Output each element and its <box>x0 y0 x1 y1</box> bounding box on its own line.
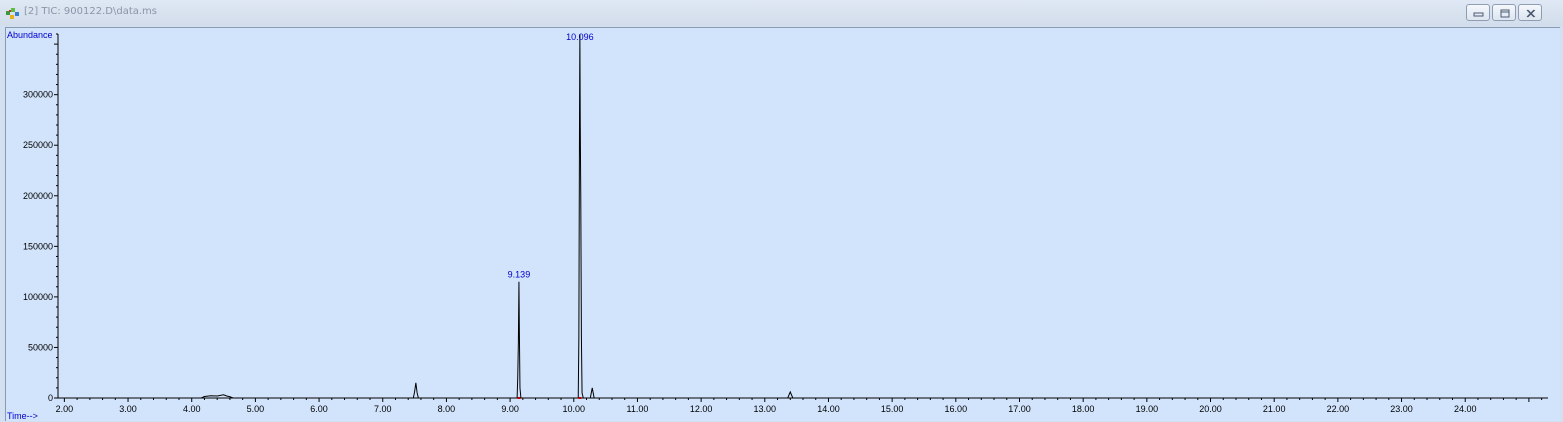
x-tick-label: 11.00 <box>627 404 649 414</box>
y-tick-label: 200000 <box>23 191 53 201</box>
x-tick-label: 19.00 <box>1136 404 1159 414</box>
chemstation-icon <box>6 8 19 19</box>
y-tick-label: 150000 <box>23 241 53 251</box>
tic-trace-line <box>58 33 1548 399</box>
close-icon <box>1526 9 1536 18</box>
x-tick-label: 18.00 <box>1072 404 1095 414</box>
x-tick-label: 3.00 <box>119 404 137 414</box>
x-tick-label: 23.00 <box>1390 404 1413 414</box>
tic-chromatogram-chart: Abundance Time--> 0 50000 100000 150000 2000… <box>7 30 1548 421</box>
minimize-button[interactable] <box>1466 4 1490 21</box>
x-tick-label: 16.00 <box>945 404 968 414</box>
x-tick-label: 10.00 <box>563 404 586 414</box>
peak-label: 10.096 <box>566 32 594 42</box>
x-tick-label: 22.00 <box>1327 404 1350 414</box>
x-tick-label: 24.00 <box>1454 404 1477 414</box>
window-title: [2] TIC: 900122.D\data.ms <box>24 6 158 17</box>
x-tick-label: 5.00 <box>247 404 265 414</box>
x-tick-label: 12.00 <box>690 404 713 414</box>
peak-label: 9.139 <box>508 270 531 280</box>
x-tick-label: 21.00 <box>1263 404 1286 414</box>
x-axis-label: Time--> <box>7 411 38 421</box>
y-tick-label: 0 <box>48 393 53 403</box>
minimize-icon <box>1473 12 1484 17</box>
y-tick-label: 100000 <box>23 292 53 302</box>
y-axis-label: Abundance <box>7 30 53 40</box>
x-tick-label: 6.00 <box>310 404 328 414</box>
y-tick-label: 300000 <box>23 90 53 100</box>
window-titlebar[interactable]: [2] TIC: 900122.D\data.ms <box>0 0 1563 26</box>
chromatogram-plot-area[interactable]: Abundance Time--> 0 50000 100000 150000 2000… <box>5 27 1560 421</box>
x-tick-label: 13.00 <box>754 404 777 414</box>
close-button[interactable] <box>1518 4 1542 21</box>
x-tick-label: 17.00 <box>1008 404 1031 414</box>
restore-button[interactable] <box>1492 4 1516 21</box>
x-tick-label: 14.00 <box>817 404 840 414</box>
x-tick-label: 7.00 <box>374 404 392 414</box>
x-tick-label: 20.00 <box>1199 404 1222 414</box>
y-tick-label: 50000 <box>28 342 53 352</box>
x-tick-label: 2.00 <box>56 404 74 414</box>
x-tick-label: 15.00 <box>881 404 904 414</box>
x-tick-label: 9.00 <box>501 404 519 414</box>
x-tick-label: 4.00 <box>183 404 201 414</box>
y-tick-label: 250000 <box>23 140 53 150</box>
x-tick-label: 8.00 <box>438 404 456 414</box>
restore-icon <box>1500 9 1510 18</box>
